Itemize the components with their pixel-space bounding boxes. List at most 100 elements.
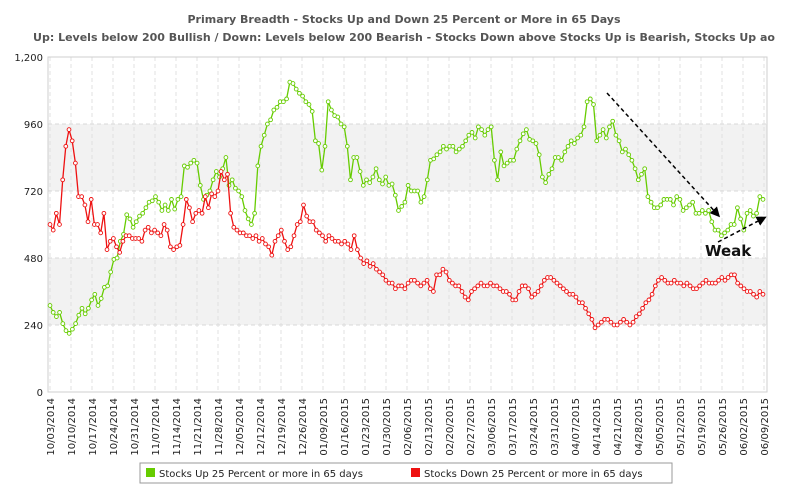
data-point [648,199,654,205]
data-point [355,247,360,252]
data-point [450,143,456,149]
data-point [63,328,69,333]
data-point [256,238,262,244]
data-point [754,210,759,216]
x-tick-label: 10/24/2014 [109,398,120,456]
data-point [418,199,424,205]
x-tick-label: 06/02/2015 [739,398,750,456]
data-point [592,325,598,331]
data-point [329,107,334,113]
data-point [747,208,753,213]
data-point [92,291,98,297]
data-point [526,286,531,292]
data-point [678,280,683,286]
data-point [618,319,623,325]
x-tick-label: 03/17/2015 [508,398,519,456]
data-point [263,241,268,247]
data-point [472,135,478,141]
data-point [640,305,645,311]
data-point [655,205,660,211]
data-point [69,138,75,144]
data-point [210,177,216,183]
data-point [696,210,702,216]
data-point [690,199,696,205]
data-point [581,124,587,130]
data-point [169,197,174,202]
data-point [580,300,585,306]
y-tick-label: 960 [24,120,43,131]
data-point [322,143,328,149]
data-point [313,227,319,233]
data-point [266,244,272,250]
data-point [187,205,192,211]
data-point [751,213,756,219]
data-point [463,138,469,144]
data-point [608,319,614,325]
data-point [699,208,705,213]
data-point [89,297,94,303]
data-point [719,275,725,280]
data-point [361,261,367,266]
data-point [619,149,625,155]
data-point [261,132,267,138]
data-point [268,117,273,123]
data-point [156,199,162,205]
data-point [599,319,604,325]
data-point [73,321,78,326]
data-point [63,143,69,149]
data-point [687,202,692,208]
data-point [285,247,291,252]
data-point [278,227,284,233]
data-point [364,258,370,264]
data-point [687,283,693,289]
data-point [589,317,595,322]
data-point [446,277,452,283]
data-point [513,297,519,303]
data-point [345,241,351,247]
data-point [325,99,331,105]
data-point [469,130,475,135]
data-point [760,291,766,297]
data-point [437,149,443,155]
data-point [434,152,440,158]
data-point [79,194,85,199]
data-point [497,286,503,292]
data-point [610,118,616,124]
x-tick-label: 12/26/2014 [298,398,309,456]
x-tick-label: 10/10/2014 [67,398,78,456]
data-point [614,322,620,328]
data-point [735,205,740,211]
data-point [629,157,635,163]
series-stocks-down [47,127,766,331]
data-point [564,289,569,294]
data-point [185,164,190,170]
data-point [304,213,310,219]
data-point [595,322,601,328]
x-tick-label: 03/31/2015 [550,398,561,456]
data-point [683,205,689,211]
x-tick-label: 01/30/2015 [382,398,393,456]
data-point [225,171,230,177]
data-point [498,149,504,155]
x-tick-label: 03/06/2015 [487,398,498,456]
data-point [469,289,474,294]
data-point [320,233,325,239]
data-point [540,174,545,180]
data-point [120,238,126,244]
data-point [624,319,630,325]
data-point [142,227,148,233]
data-point [603,135,609,141]
data-point [223,155,229,160]
data-point [66,331,72,336]
data-point [662,277,668,283]
data-point [440,266,446,272]
data-point [642,166,648,172]
data-point [171,247,176,252]
data-point [259,236,265,241]
data-point [731,222,737,227]
data-point [152,227,157,233]
data-point [47,222,53,227]
data-point [538,283,544,289]
data-point [747,289,753,294]
data-point [234,227,240,233]
